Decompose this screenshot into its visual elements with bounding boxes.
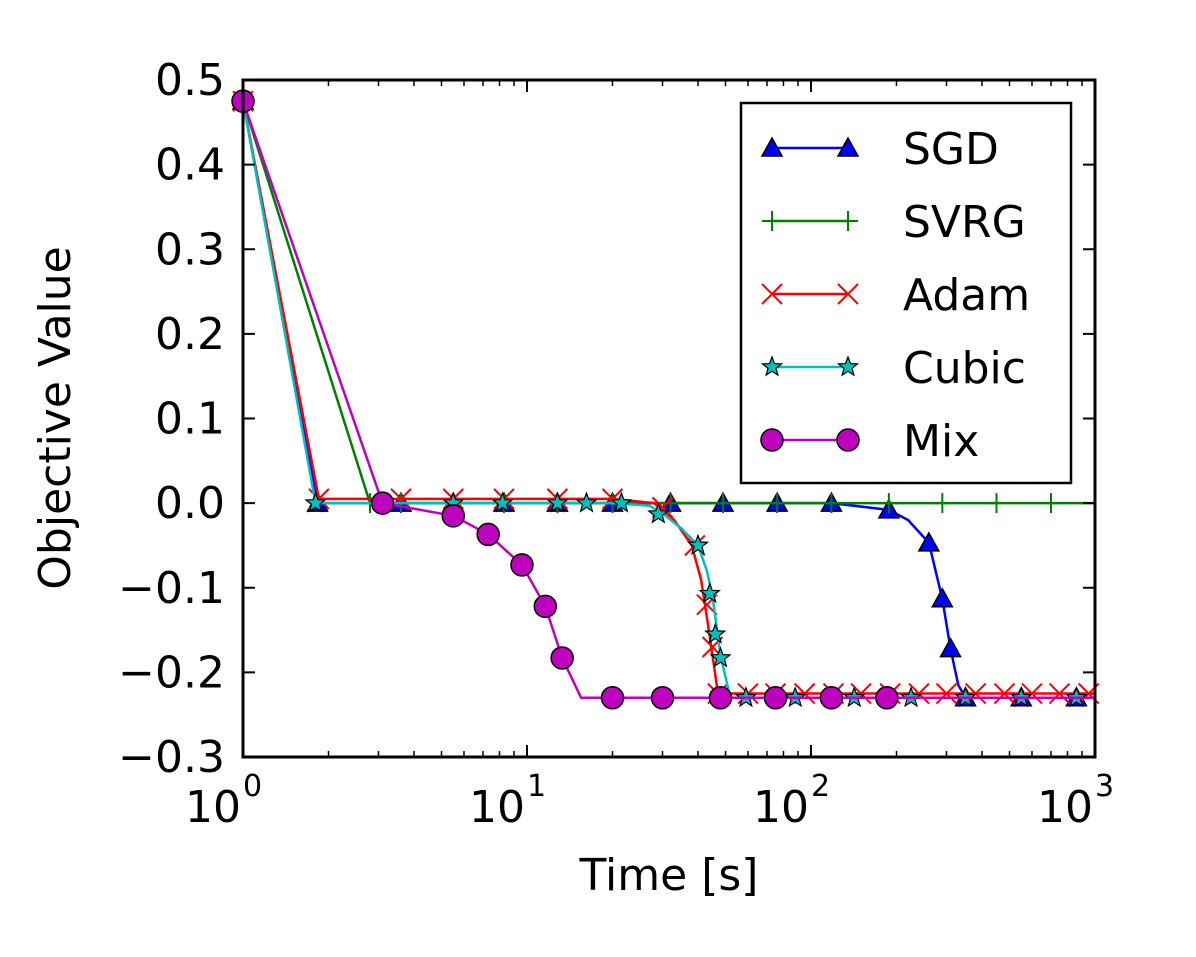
data-point-mix [370, 491, 395, 515]
data-point-svrg [986, 493, 1007, 514]
data-point-svrg [821, 493, 842, 514]
data-point-mix [533, 594, 558, 619]
x-tick-label-exponent: 2 [811, 769, 830, 804]
x-tick-label: 10 3 [1037, 769, 1114, 833]
legend-marker-svrg [762, 211, 782, 231]
data-point-svrg [932, 493, 953, 514]
legend-marker-cubic [836, 355, 860, 377]
data-point-cubic [304, 491, 327, 513]
data-point-mix [650, 686, 675, 710]
series-cubic [231, 89, 1095, 708]
data-point-svrg [1041, 493, 1062, 514]
data-point-cubic [610, 491, 633, 513]
legend-marker-adam [761, 283, 783, 305]
x-tick-label-exponent: 3 [1095, 769, 1114, 804]
legend-label-sgd: SGD [903, 124, 999, 175]
data-point-sgd [939, 637, 962, 658]
data-point-mix [819, 686, 844, 710]
legend-marker-cubic [760, 355, 784, 377]
data-point-mix [550, 646, 574, 670]
data-point-svrg [713, 493, 734, 514]
y-tick-label: 0.3 [155, 224, 225, 275]
legend-item-svrg: SVRG [762, 197, 1026, 248]
data-point-svrg [767, 493, 788, 514]
data-point-cubic [575, 491, 598, 513]
data-point-cubic [709, 646, 732, 668]
legend: SGD SVRG Adam Cubic Mix [739, 101, 1073, 485]
y-tick-label: 0.0 [155, 478, 225, 529]
data-point-mix [600, 686, 625, 710]
series-mix [231, 89, 1095, 710]
y-tick-label: 0.5 [155, 55, 225, 106]
x-tick-label-base: 10 [753, 782, 809, 833]
tick-layer: 0.50.40.30.20.10.0−0.1−0.2−0.310 0 10 1 10 2 1… [118, 55, 1114, 833]
legend-label-adam: Adam [903, 270, 1030, 321]
y-tick-label: 0.1 [155, 394, 225, 445]
x-tick-label-exponent: 0 [243, 769, 262, 804]
y-tick-label: −0.1 [118, 563, 225, 614]
legend-item-mix: Mix [760, 416, 979, 467]
data-point-cubic [698, 581, 721, 604]
data-point-mix [476, 522, 500, 547]
data-point-mix [441, 504, 466, 528]
data-point-cubic [491, 491, 514, 513]
x-tick-label: 10 1 [469, 769, 546, 833]
legend-marker-mix [760, 428, 784, 452]
data-point-cubic [647, 502, 670, 524]
data-point-sgd [917, 531, 941, 552]
legend-item-sgd: SGD [760, 124, 999, 175]
data-point-cubic [686, 533, 710, 555]
data-point-mix [875, 686, 899, 710]
x-tick-label-base: 10 [469, 782, 525, 833]
legend-label-cubic: Cubic [903, 343, 1026, 394]
x-tick-label: 10 2 [753, 769, 830, 833]
legend-marker-sgd [836, 136, 860, 157]
legend-label-svrg: SVRG [903, 197, 1026, 248]
legend-marker-sgd [760, 136, 784, 157]
legend-marker-mix [836, 428, 860, 452]
data-point-cubic [704, 622, 727, 644]
y-tick-label: 0.4 [155, 140, 225, 191]
legend-item-cubic: Cubic [760, 343, 1026, 394]
data-point-adam [1048, 682, 1071, 705]
x-tick-label-exponent: 1 [527, 769, 546, 804]
data-point-adam [993, 682, 1016, 705]
x-axis-title: Time [s] [579, 850, 759, 901]
data-point-mix [763, 686, 788, 710]
x-tick-label: 10 0 [185, 769, 262, 833]
x-tick-label-base: 10 [1037, 782, 1093, 833]
y-tick-label: −0.3 [118, 732, 225, 783]
data-point-adam [935, 682, 958, 705]
series-layer [231, 89, 1100, 710]
data-point-sgd [931, 587, 954, 608]
x-tick-label-base: 10 [185, 782, 241, 833]
data-point-cubic [546, 491, 569, 513]
data-point-mix [510, 553, 534, 577]
data-point-mix [708, 686, 733, 710]
data-point-svrg [878, 493, 899, 514]
legend-marker-svrg [838, 211, 858, 231]
legend-marker-adam [837, 283, 859, 305]
legend-label-mix: Mix [903, 416, 979, 467]
y-axis-title: Objective Value [30, 246, 81, 589]
y-tick-label: −0.2 [118, 647, 225, 698]
y-tick-label: 0.2 [155, 309, 225, 360]
data-point-svrg [660, 493, 681, 514]
legend-item-adam: Adam [761, 270, 1030, 321]
